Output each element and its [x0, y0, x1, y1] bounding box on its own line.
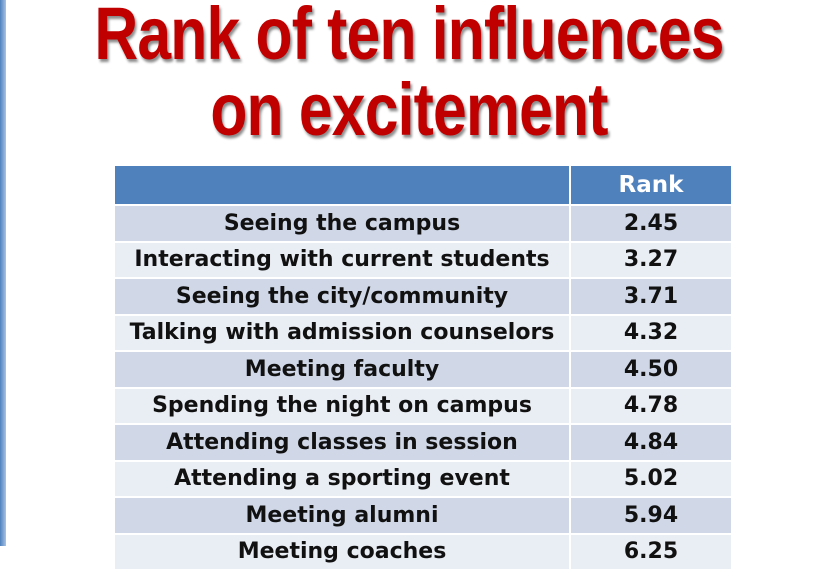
table-row: Attending classes in session 4.84	[115, 424, 731, 462]
rank-value: 2.45	[570, 205, 731, 243]
influence-label: Meeting faculty	[115, 351, 571, 389]
influence-label: Attending classes in session	[115, 424, 571, 462]
influence-label: Attending a sporting event	[115, 460, 571, 498]
influence-label: Seeing the campus	[115, 205, 571, 243]
rank-value: 3.27	[570, 241, 731, 279]
table-row: Talking with admission counselors 4.32	[115, 314, 731, 352]
rank-value: 5.94	[570, 497, 731, 535]
table-row: Seeing the city/community 3.71	[115, 278, 731, 316]
influence-rank-table: Rank Seeing the campus 2.45 Interacting …	[115, 166, 731, 571]
influence-label: Meeting alumni	[115, 497, 571, 535]
table-row: Seeing the campus 2.45	[115, 205, 731, 243]
table-row: Interacting with current students 3.27	[115, 241, 731, 279]
header-influence	[115, 166, 571, 206]
table-row: Attending a sporting event 5.02	[115, 460, 731, 498]
title-line-1: Rank of ten influences	[94, 0, 724, 75]
rank-value: 6.25	[570, 533, 731, 571]
table-header-row: Rank	[115, 166, 731, 206]
slide-left-edge	[0, 0, 6, 546]
influence-label: Seeing the city/community	[115, 278, 571, 316]
header-rank: Rank	[570, 166, 731, 206]
table-row: Spending the night on campus 4.78	[115, 387, 731, 425]
influence-label: Talking with admission counselors	[115, 314, 571, 352]
rank-value: 4.84	[570, 424, 731, 462]
rank-value: 5.02	[570, 460, 731, 498]
rank-value: 4.32	[570, 314, 731, 352]
rank-value: 3.71	[570, 278, 731, 316]
rank-value: 4.50	[570, 351, 731, 389]
influence-label: Spending the night on campus	[115, 387, 571, 425]
rank-value: 4.78	[570, 387, 731, 425]
table-row: Meeting alumni 5.94	[115, 497, 731, 535]
slide-title: Rank of ten influences on excitement	[74, 0, 745, 148]
title-line-2: on excitement	[210, 68, 608, 151]
table-row: Meeting faculty 4.50	[115, 351, 731, 389]
influence-label: Meeting coaches	[115, 533, 571, 571]
table-row: Meeting coaches 6.25	[115, 533, 731, 571]
influence-label: Interacting with current students	[115, 241, 571, 279]
